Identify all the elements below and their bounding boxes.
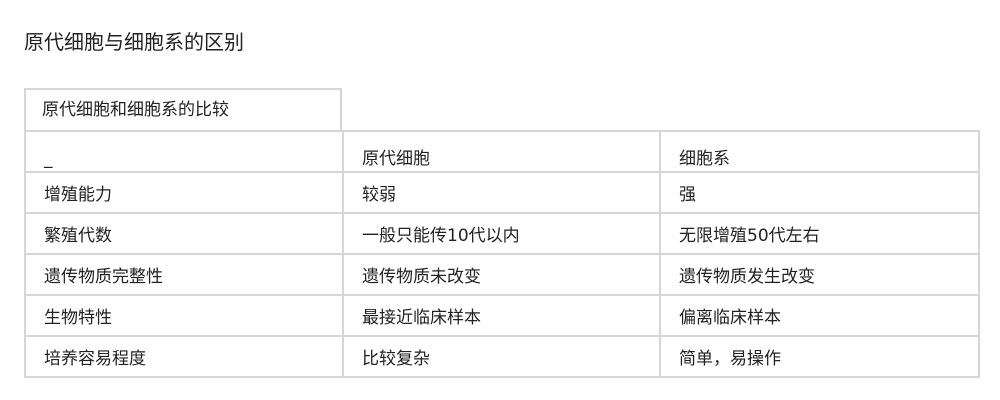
table-cell: 比较复杂 — [342, 335, 661, 378]
table-cell: 遗传物质未改变 — [342, 253, 661, 296]
header-cell: 原代细胞 — [342, 130, 661, 173]
table-cell: 增殖能力 — [24, 171, 344, 214]
table-cell: 培养容易程度 — [24, 335, 344, 378]
table-row: 生物特性 最接近临床样本 偏离临床样本 — [24, 294, 980, 337]
table-cell: 生物特性 — [24, 294, 344, 337]
table-cell: 无限增殖50代左右 — [659, 212, 980, 255]
table-cell: 遗传物质完整性 — [24, 253, 344, 296]
table-header-row: _ 原代细胞 细胞系 — [24, 130, 980, 173]
table-cell: 最接近临床样本 — [342, 294, 661, 337]
table-row: 繁殖代数 一般只能传10代以内 无限增殖50代左右 — [24, 212, 980, 255]
table-cell: 简单，易操作 — [659, 335, 980, 378]
table-row: 培养容易程度 比较复杂 简单，易操作 — [24, 335, 980, 378]
table-row: 遗传物质完整性 遗传物质未改变 遗传物质发生改变 — [24, 253, 980, 296]
header-cell: 细胞系 — [659, 130, 980, 173]
table-row: 增殖能力 较弱 强 — [24, 171, 980, 214]
table-cell: 强 — [659, 171, 980, 214]
header-cell: _ — [24, 130, 344, 173]
table-cell: 繁殖代数 — [24, 212, 344, 255]
comparison-table: 原代细胞和细胞系的比较 _ 原代细胞 细胞系 增殖能力 较弱 强 繁殖代数 一般… — [24, 88, 980, 378]
table-caption: 原代细胞和细胞系的比较 — [24, 88, 342, 130]
table-cell: 遗传物质发生改变 — [659, 253, 980, 296]
table-cell: 偏离临床样本 — [659, 294, 980, 337]
table-cell: 一般只能传10代以内 — [342, 212, 661, 255]
page-title: 原代细胞与细胞系的区别 — [24, 30, 244, 54]
table-cell: 较弱 — [342, 171, 661, 214]
